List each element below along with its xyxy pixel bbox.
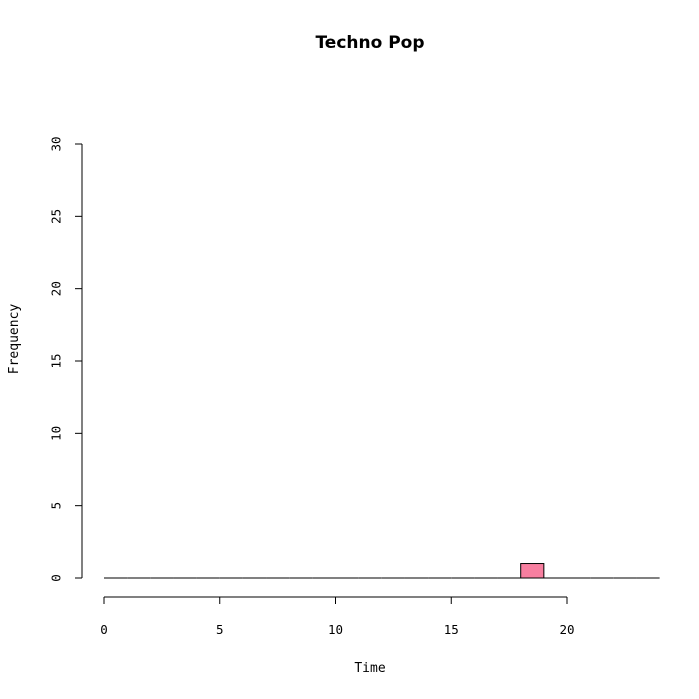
y-axis-label: Frequency — [7, 304, 22, 375]
y-tick-label: 0 — [49, 574, 64, 582]
bars — [104, 563, 660, 579]
histogram-bar — [520, 563, 545, 579]
x-tick-label: 10 — [328, 622, 343, 637]
y-tick-label: 25 — [49, 209, 64, 224]
x-axis: 0 5 10 15 20 — [100, 596, 575, 637]
x-tick-label: 15 — [444, 622, 459, 637]
x-tick-label: 5 — [216, 622, 224, 637]
x-tick-label: 0 — [100, 622, 108, 637]
y-tick-label: 30 — [49, 136, 64, 151]
chart-title: Techno Pop — [315, 33, 424, 53]
y-axis: 0 5 10 15 20 25 30 — [49, 136, 83, 582]
x-tick-label: 20 — [559, 622, 574, 637]
x-axis-label: Time — [354, 661, 385, 676]
y-tick-label: 5 — [49, 502, 64, 510]
y-tick-label: 20 — [49, 281, 64, 296]
y-tick-label: 10 — [49, 426, 64, 441]
y-tick-label: 15 — [49, 353, 64, 368]
